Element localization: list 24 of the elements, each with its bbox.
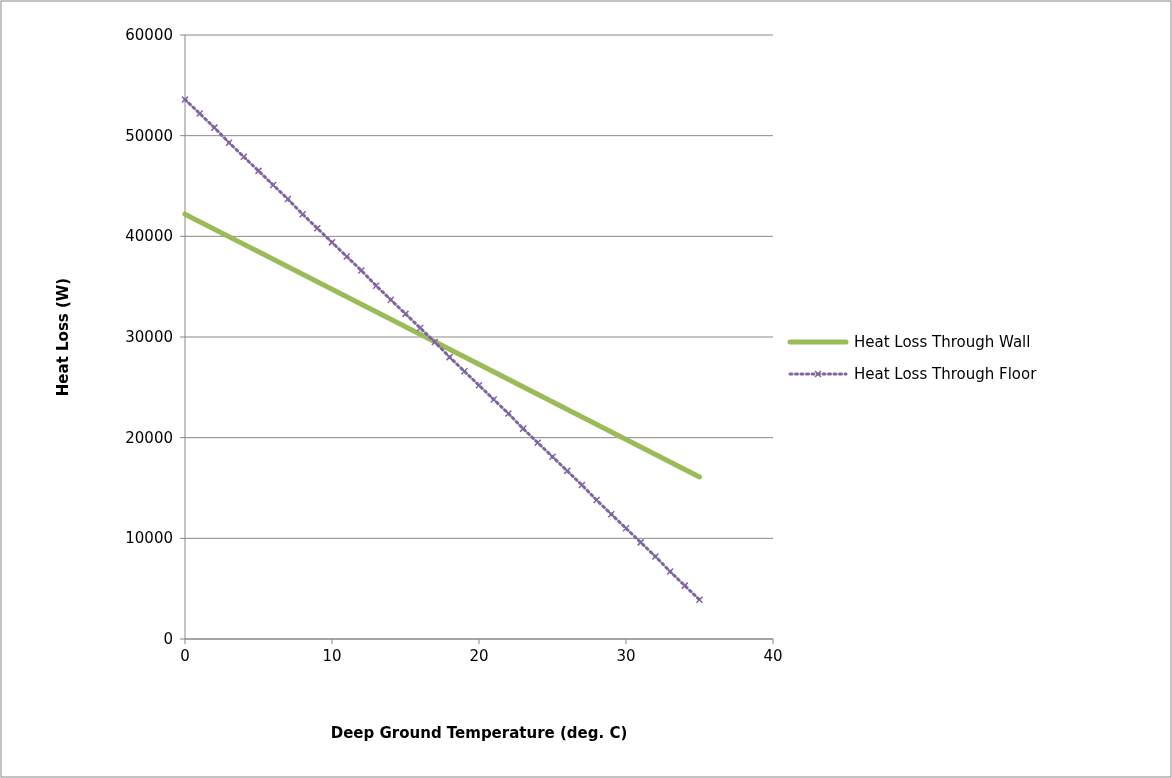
y-tick-label: 30000 [125,328,173,346]
point [284,195,292,203]
y-tick-label: 50000 [125,126,173,145]
y-tick-label: 10000 [125,529,173,548]
y-tick-label: 40000 [125,227,173,246]
y-tick-label: 20000 [125,428,173,447]
x-tick-label: 40 [763,647,783,665]
legend-label: Heat Loss Through Floor [854,365,1038,383]
legend-label: Heat Loss Through Wall [854,333,1031,351]
point [240,153,248,161]
x-tick-label: 0 [180,647,190,665]
x-axis-title: Deep Ground Temperature (deg. C) [330,724,628,742]
point [636,538,645,547]
point [357,266,366,275]
x-tick-label: 30 [616,647,636,665]
x-tick-label: 10 [322,647,342,665]
y-tick-label: 0 [163,630,173,648]
point [313,224,322,233]
point [387,296,395,304]
x-tick-label: 20 [469,647,489,665]
y-tick-label: 60000 [125,26,173,44]
y-axis-title: Heat Loss (W) [54,277,72,397]
point [651,552,660,561]
point [210,123,219,132]
